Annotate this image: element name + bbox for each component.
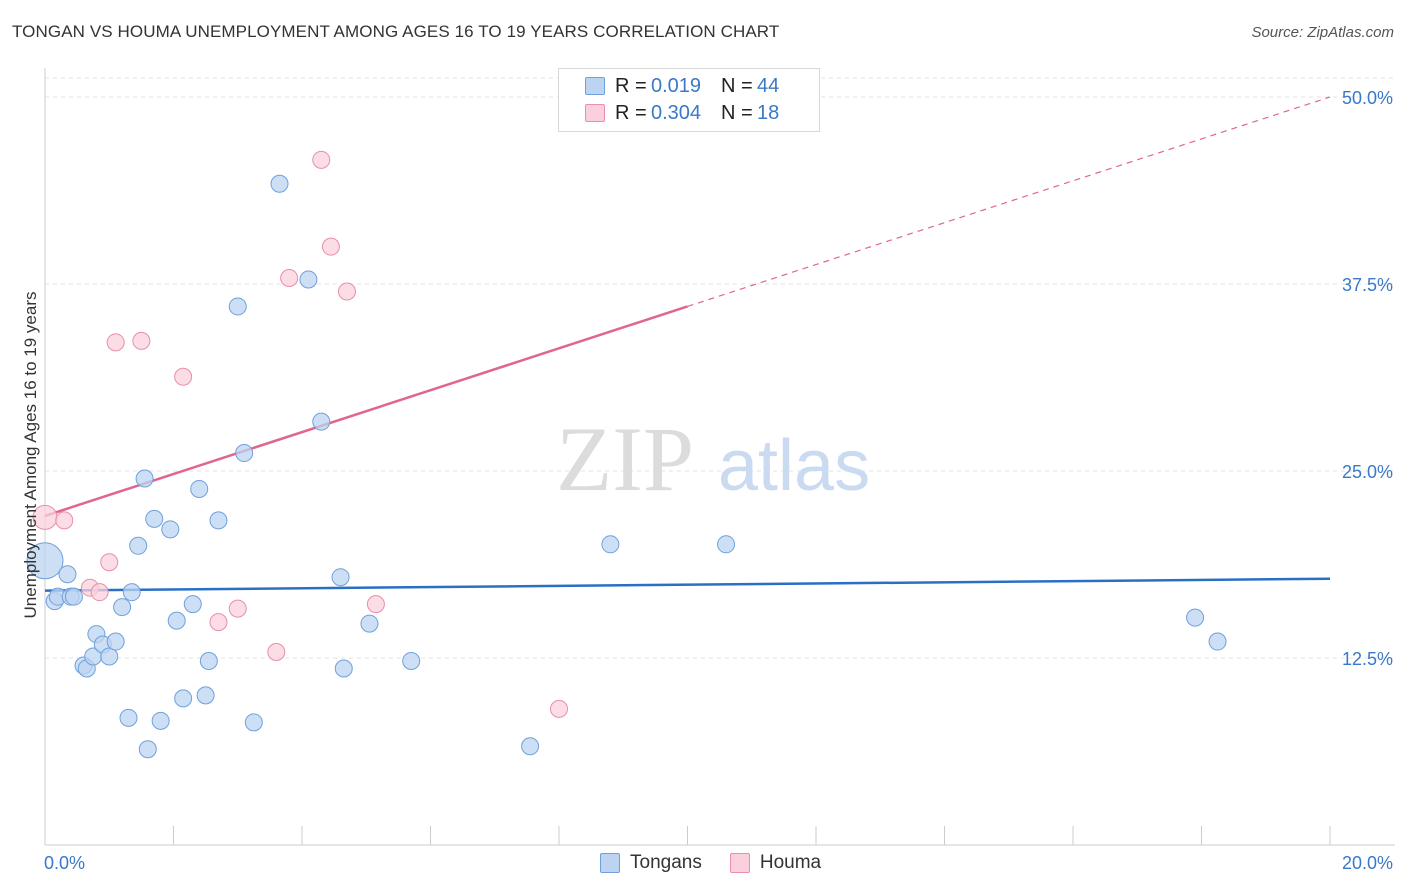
point-tongans <box>270 174 289 193</box>
point-tongans <box>299 270 318 289</box>
legend-swatch-houma <box>585 104 605 122</box>
point-tongans <box>167 611 186 630</box>
y-tick-label: 25.0% <box>1342 462 1393 482</box>
point-tongans <box>196 686 215 705</box>
point-tongans <box>334 659 353 678</box>
watermark-atlas: atlas <box>718 426 870 506</box>
point-houma <box>228 599 247 618</box>
point-houma <box>132 331 151 350</box>
point-houma <box>174 367 193 386</box>
point-tongans <box>360 614 379 633</box>
point-tongans <box>129 536 148 555</box>
chart-title: TONGAN VS HOUMA UNEMPLOYMENT AMONG AGES … <box>12 22 780 41</box>
point-houma <box>106 333 125 352</box>
point-houma <box>280 269 299 288</box>
legend-r-label: R = <box>615 74 647 97</box>
series-legend: Tongans Houma <box>600 852 849 874</box>
legend-swatch-tongans <box>585 77 605 95</box>
x-tick-label: 20.0% <box>1342 853 1393 873</box>
point-tongans <box>58 565 77 584</box>
legend-r-value: 0.304 <box>651 101 702 124</box>
point-tongans <box>1208 632 1227 651</box>
watermark-zip: ZIP <box>556 408 694 510</box>
point-tongans <box>717 535 736 554</box>
point-tongans <box>64 587 83 606</box>
legend-label-tongans: Tongans <box>630 852 702 873</box>
point-tongans <box>209 511 228 530</box>
y-tick-label: 12.5% <box>1342 649 1393 669</box>
grid-lines <box>45 77 1395 659</box>
legend-row-tongans: R = 0.019 N = 44 <box>585 73 793 99</box>
point-tongans <box>119 708 138 727</box>
point-houma <box>337 282 356 301</box>
legend-row-houma: R = 0.304 N = 18 <box>585 100 793 126</box>
trend-line-tongans <box>44 577 1331 592</box>
point-tongans <box>113 598 132 617</box>
point-tongans <box>151 711 170 730</box>
point-tongans <box>174 689 193 708</box>
point-tongans <box>312 412 331 431</box>
y-tick-label: 50.0% <box>1342 88 1393 108</box>
point-tongans <box>190 479 209 498</box>
legend-swatch-tongans <box>600 853 620 873</box>
legend-item-houma[interactable]: Houma <box>729 852 822 874</box>
point-tongans <box>331 568 350 587</box>
legend-n-value: 18 <box>757 101 780 124</box>
point-houma <box>209 613 228 632</box>
y-axis-label: Unemployment Among Ages 16 to 19 years <box>21 292 40 619</box>
point-tongans <box>100 647 119 666</box>
correlation-legend: R = 0.019 N = 44 R = 0.304 N = 18 <box>558 68 820 132</box>
x-tick-label: 0.0% <box>44 853 85 873</box>
point-houma <box>550 699 568 718</box>
point-houma <box>90 583 109 602</box>
legend-item-tongans[interactable]: Tongans <box>600 852 702 874</box>
y-tick-label: 37.5% <box>1342 275 1393 295</box>
point-tongans <box>244 713 263 732</box>
legend-r-value: 0.019 <box>651 74 702 97</box>
legend-n-label: N = <box>721 74 753 97</box>
axes <box>44 68 1395 846</box>
legend-r-label: R = <box>615 101 647 124</box>
data-points <box>26 85 1227 759</box>
trend-line-houma-extension <box>687 96 1331 308</box>
point-tongans <box>161 520 180 539</box>
point-tongans <box>122 583 141 602</box>
legend-swatch-houma <box>729 853 750 873</box>
point-tongans <box>199 651 218 670</box>
point-tongans <box>135 469 154 488</box>
point-tongans <box>521 737 540 756</box>
point-tongans <box>1186 608 1205 627</box>
point-tongans <box>402 651 421 670</box>
point-houma <box>312 150 331 169</box>
point-houma <box>366 595 385 614</box>
point-tongans <box>138 740 157 759</box>
point-tongans <box>228 297 247 316</box>
point-tongans <box>235 444 254 463</box>
watermark: ZIP atlas <box>556 408 870 510</box>
legend-n-value: 44 <box>757 74 780 97</box>
source-label: Source: ZipAtlas.com <box>1251 24 1394 41</box>
point-tongans <box>106 632 125 651</box>
point-houma <box>321 237 340 256</box>
tick-labels: 12.5% 25.0% 37.5% 50.0% 0.0% 20.0% <box>44 88 1393 873</box>
point-tongans <box>601 535 620 554</box>
point-tongans <box>183 595 202 614</box>
legend-n-label: N = <box>721 101 753 124</box>
point-houma <box>100 553 119 572</box>
point-houma <box>55 511 74 530</box>
point-tongans <box>26 542 64 580</box>
point-houma <box>267 643 286 662</box>
legend-label-houma: Houma <box>759 852 822 873</box>
point-tongans <box>145 509 164 528</box>
trend-lines <box>44 96 1331 592</box>
